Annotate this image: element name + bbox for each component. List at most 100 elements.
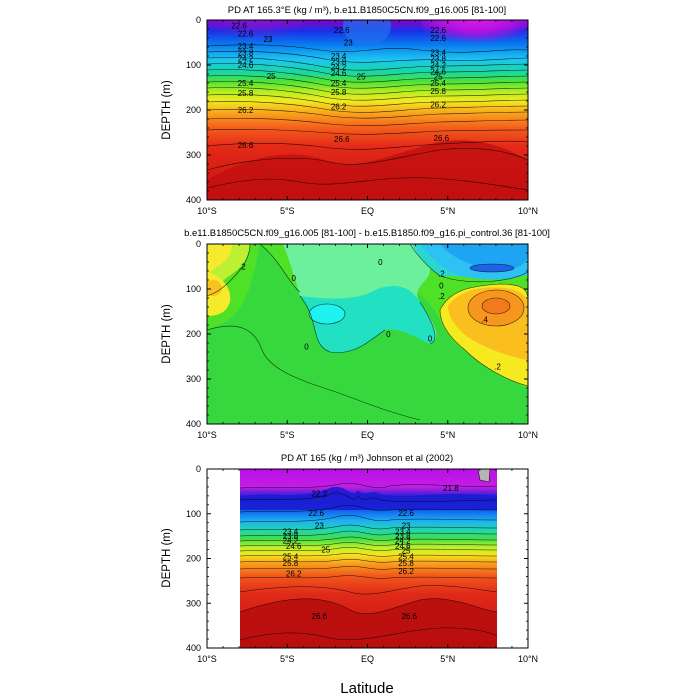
- panel-a-contour-fill: 22.622.6 22.622.623 23 22.623.423.4 23.423.8…: [207, 20, 528, 200]
- contour-label: 23.4: [430, 48, 446, 57]
- contour-label: 25.8: [238, 89, 254, 98]
- contour-label: 25.8: [331, 88, 347, 97]
- contour-label: 25.8: [430, 87, 446, 96]
- contour-label: 22.6: [308, 509, 324, 518]
- contour-label: 24.6: [395, 542, 411, 551]
- contour-label: 22.6: [398, 509, 414, 518]
- contour-label: 25: [357, 73, 366, 82]
- x-tick-label: EQ: [361, 430, 374, 440]
- x-tick-label: 10°S: [197, 654, 217, 664]
- contour-label: 0: [428, 335, 433, 344]
- contour-label: 26.2: [398, 567, 414, 576]
- y-tick-label: 400: [186, 419, 201, 429]
- contour-label: 23.8: [283, 532, 299, 541]
- panel-c-ylabel: DEPTH (m): [161, 528, 173, 588]
- contour-label: 24.2: [395, 537, 411, 546]
- panel-model-density: PD AT 165.3°E (kg / m³), b.e11.B1850C5CN…: [161, 5, 538, 216]
- contour-label: 22.2: [312, 490, 328, 499]
- contour-label: 24.2: [238, 55, 254, 64]
- contour-label: 25.4: [238, 79, 254, 88]
- y-tick-label: 400: [186, 195, 201, 205]
- contour-label: 22.6: [231, 21, 247, 30]
- contour-label: 24.6: [238, 61, 254, 70]
- contour-label: 22.6: [430, 26, 446, 35]
- contour-label: 26.2: [430, 101, 446, 110]
- contour-label: 22.6: [430, 34, 446, 43]
- panel-b-contour-fill: .2 0 0 .2 0 .2 .4 0 0 0 .2: [207, 244, 528, 424]
- panel-a-title: PD AT 165.3°E (kg / m³), b.e11.B1850C5CN…: [228, 5, 506, 16]
- contour-label: .2: [239, 263, 246, 272]
- contour-label: 26.6: [401, 612, 417, 621]
- contour-label: 26.2: [331, 102, 347, 111]
- panel-a-ylabel: DEPTH (m): [161, 80, 173, 140]
- contour-label: 26.6: [238, 141, 254, 150]
- y-tick-label: 100: [186, 60, 201, 70]
- panel-observed-density: PD AT 165 (kg / m³) Johnson et al (2002): [161, 453, 538, 697]
- contour-label: 26.6: [334, 135, 350, 144]
- x-tick-label: EQ: [361, 654, 374, 664]
- contour-label: 25: [402, 546, 411, 555]
- y-tick-label: 200: [186, 329, 201, 339]
- contour-label: 24.6: [430, 67, 446, 76]
- panel-difference: b.e11.B1850C5CN.f09_g16.005 [81-100] - b…: [161, 228, 550, 440]
- x-tick-label: 10°N: [518, 654, 538, 664]
- contour-label: 26.2: [286, 570, 302, 579]
- contour-label: 26.6: [312, 612, 328, 621]
- contour-label: 23: [402, 521, 411, 530]
- contour-label: 23.4: [283, 528, 299, 537]
- contour-label: .2: [438, 269, 445, 278]
- y-tick-label: 400: [186, 643, 201, 653]
- contour-label: 0: [386, 330, 391, 339]
- contour-label: 25: [267, 72, 276, 81]
- contour-label: 25: [434, 73, 443, 82]
- y-tick-label: 200: [186, 105, 201, 115]
- contour-label: 24.2: [283, 537, 299, 546]
- x-axis-label: Latitude: [340, 680, 393, 697]
- contour-label: 25.8: [398, 559, 414, 568]
- x-tick-label: 10°N: [518, 430, 538, 440]
- x-tick-label: 5°S: [280, 206, 295, 216]
- contour-label: .4: [481, 316, 488, 325]
- contour-label: 23.8: [430, 55, 446, 64]
- contour-label: 23.4: [238, 42, 254, 51]
- contour-label: 26.6: [434, 134, 450, 143]
- contour-label: 24.6: [286, 542, 302, 551]
- contour-label: 25: [321, 546, 330, 555]
- x-tick-label: 10°S: [197, 430, 217, 440]
- contour-label: 25.4: [283, 553, 299, 562]
- y-tick-label: 200: [186, 554, 201, 564]
- panel-c-title: PD AT 165 (kg / m³) Johnson et al (2002): [281, 453, 453, 464]
- contour-label: 0: [304, 343, 309, 352]
- contour-label: 23.4: [331, 52, 347, 61]
- contour-label: 0: [378, 258, 383, 267]
- x-tick-label: 10°S: [197, 206, 217, 216]
- y-tick-label: 0: [196, 239, 201, 249]
- x-tick-label: EQ: [361, 206, 374, 216]
- y-tick-label: 300: [186, 598, 201, 608]
- panel-a-contour-labels: 22.622.6 22.622.623 23 22.623.423.4 23.423.8…: [231, 21, 449, 150]
- contour-label: 24.2: [331, 63, 347, 72]
- contour-label: 24.2: [430, 61, 446, 70]
- contour-label: 25.4: [398, 553, 414, 562]
- x-tick-label: 5°S: [280, 430, 295, 440]
- y-tick-label: 0: [196, 15, 201, 25]
- contour-label: 23.8: [395, 532, 411, 541]
- x-tick-label: 5°S: [280, 654, 295, 664]
- contour-label: 25.4: [430, 79, 446, 88]
- contour-label: 25.8: [283, 559, 299, 568]
- x-tick-label: 5°N: [440, 654, 455, 664]
- y-tick-label: 0: [196, 464, 201, 474]
- y-tick-label: 300: [186, 374, 201, 384]
- contour-label: 21.8: [443, 484, 459, 493]
- contour-label: .2: [494, 362, 501, 371]
- contour-label: 24.6: [331, 69, 347, 78]
- panel-b-title: b.e11.B1850C5CN.f09_g16.005 [81-100] - b…: [184, 228, 550, 239]
- panel-b-contour-labels: .2 0 0 .2 0 .2 .4 0 0 0 .2: [239, 258, 501, 371]
- contour-label: 22.6: [238, 30, 254, 39]
